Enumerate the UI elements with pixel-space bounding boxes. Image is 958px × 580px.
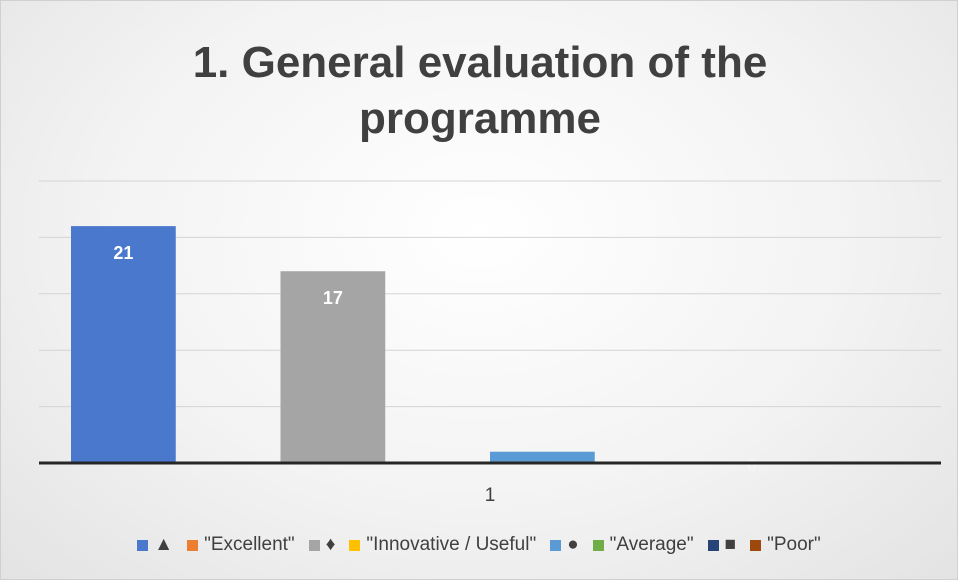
legend-item: "Average": [592, 534, 694, 556]
legend-swatch: [349, 539, 361, 551]
legend-swatch: [308, 539, 320, 551]
bar: [280, 271, 386, 463]
x-tick-label: 1: [485, 485, 496, 506]
data-label: 17: [323, 288, 343, 308]
legend-label: ▲: [154, 534, 174, 555]
legend-swatch: [550, 539, 562, 551]
legend-label: "Average": [609, 534, 694, 555]
legend-label: "Poor": [767, 534, 821, 555]
legend-item: ■: [707, 534, 737, 556]
bar: [71, 226, 176, 463]
legend-item: "Poor": [750, 534, 821, 556]
legend-item: ▲: [137, 534, 173, 556]
legend-label: "Innovative / Useful": [366, 534, 537, 555]
legend-label: ■: [724, 534, 737, 555]
bar: [490, 451, 595, 463]
legend-swatch: [750, 539, 762, 551]
data-label: 0: [747, 455, 757, 475]
legend-swatch: [592, 539, 604, 551]
legend-item: ●: [550, 534, 579, 556]
legend-item: "Innovative / Useful": [349, 534, 536, 556]
legend-label: "Excellent": [204, 534, 295, 555]
legend-label: ♦: [325, 534, 336, 555]
data-label: 21: [113, 243, 133, 263]
legend-item: "Excellent": [187, 534, 295, 556]
legend-label: ●: [567, 534, 579, 555]
chart-title: 1. General evaluation of the programme: [192, 38, 768, 143]
legend: ▲ "Excellent" ♦ "Innovative / Useful" ● "Aver…: [1, 534, 957, 556]
legend-swatch: [137, 539, 149, 551]
legend-item: ♦: [308, 534, 336, 556]
legend-swatch: [707, 539, 719, 551]
legend-swatch: [187, 539, 199, 551]
